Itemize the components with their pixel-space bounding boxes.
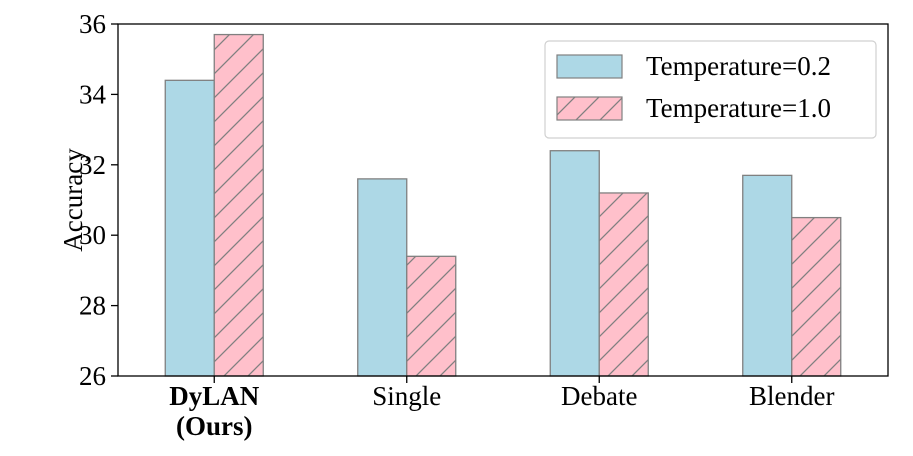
- y-tick-label: 26: [79, 361, 106, 391]
- bar-temp02-0: [164, 79, 215, 377]
- y-tick-label: 28: [79, 291, 106, 321]
- bar-temp10-2: [598, 192, 649, 377]
- y-axis-title: Accuracy: [58, 148, 88, 252]
- y-tick-label: 36: [79, 9, 106, 39]
- x-tick-label-3: Blender: [749, 381, 834, 411]
- x-tick-label-0: DyLAN (Ours): [169, 381, 260, 441]
- y-tick-label: 30: [79, 220, 106, 250]
- x-tick-label-1: Single: [372, 381, 441, 411]
- bar-temp10-3: [791, 216, 842, 377]
- legend-swatch-temp10: [556, 96, 623, 121]
- bar-temp02-2: [549, 150, 600, 377]
- bar-temp02-3: [742, 174, 793, 377]
- bar-temp10-1: [406, 255, 457, 377]
- bar-temp02-1: [357, 178, 408, 377]
- x-tick-label-2: Debate: [561, 381, 637, 411]
- y-tick-label: 34: [79, 79, 107, 109]
- plot-frame: [117, 23, 889, 377]
- y-tick-label: 32: [79, 150, 106, 180]
- legend-box: [544, 40, 877, 139]
- legend-label-temp02: Temperature=0.2: [646, 51, 831, 81]
- bar-temp10-0: [213, 33, 264, 377]
- legend-label-temp10: Temperature=1.0: [646, 93, 831, 123]
- legend-swatch-temp02: [556, 54, 623, 79]
